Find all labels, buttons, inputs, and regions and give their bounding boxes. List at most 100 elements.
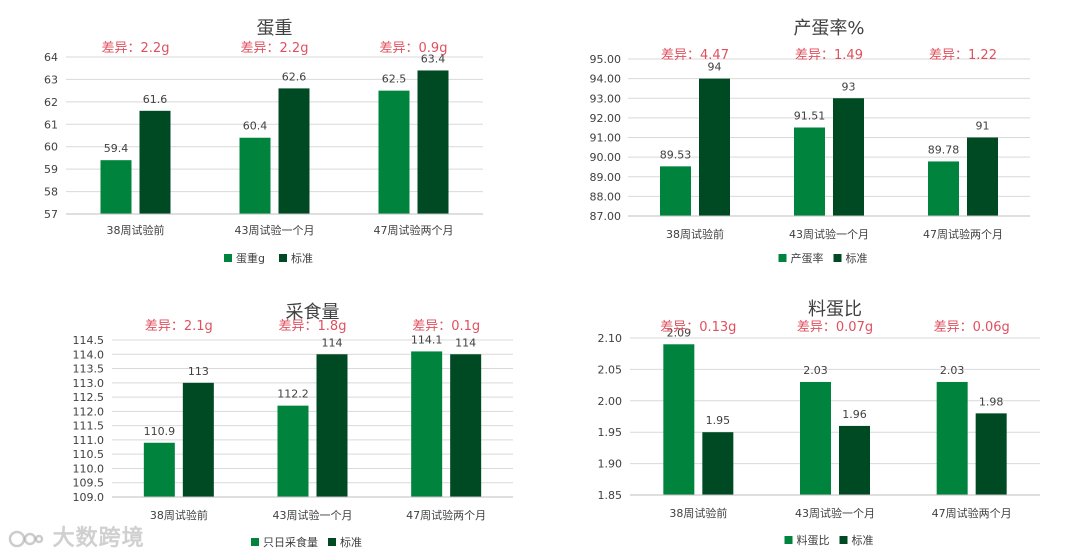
data-label: 62.5 bbox=[382, 73, 407, 86]
data-label: 1.96 bbox=[842, 408, 867, 421]
x-category-label: 38周试验前 bbox=[669, 506, 727, 520]
difference-annotation: 差异：2.1g bbox=[145, 319, 213, 334]
legend-label-series2: 标准 bbox=[340, 535, 362, 549]
y-tick-label: 112.0 bbox=[73, 405, 105, 418]
bar-series1 bbox=[936, 381, 968, 495]
y-tick-label: 1.85 bbox=[598, 489, 623, 502]
difference-annotation: 差异：1.49 bbox=[795, 48, 863, 63]
y-tick-label: 109.0 bbox=[73, 491, 105, 504]
data-label: 1.95 bbox=[706, 414, 731, 427]
y-tick-label: 2.00 bbox=[598, 395, 623, 408]
y-tick-label: 59 bbox=[44, 163, 58, 176]
bar-series2 bbox=[417, 70, 449, 214]
legend-label-series1: 料蛋比 bbox=[797, 533, 830, 547]
x-category-label: 47周试验两个月 bbox=[406, 508, 486, 522]
data-label: 93 bbox=[842, 80, 856, 93]
difference-annotation: 差异：0.06g bbox=[934, 320, 1010, 335]
legend-swatch-series1 bbox=[784, 536, 793, 544]
bar-series2 bbox=[702, 432, 734, 495]
y-tick-label: 95.00 bbox=[590, 53, 622, 66]
data-label: 91.51 bbox=[794, 109, 826, 122]
x-category-label: 38周试验前 bbox=[150, 508, 208, 522]
data-label: 114 bbox=[455, 336, 476, 349]
y-tick-label: 1.90 bbox=[598, 458, 623, 471]
bar-series1 bbox=[663, 344, 695, 495]
watermark: 大数跨境 bbox=[8, 520, 145, 552]
watermark-logo-icon bbox=[8, 530, 44, 548]
data-label: 94 bbox=[708, 61, 722, 74]
x-category-label: 38周试验前 bbox=[666, 227, 724, 241]
y-tick-label: 112.5 bbox=[73, 391, 105, 404]
bar-series2 bbox=[839, 425, 870, 495]
data-label: 114.1 bbox=[411, 333, 443, 346]
difference-annotation: 差异：1.8g bbox=[279, 319, 347, 334]
data-label: 113 bbox=[188, 365, 209, 378]
data-label: 89.53 bbox=[660, 148, 692, 161]
y-tick-label: 62 bbox=[44, 96, 58, 109]
data-label: 91 bbox=[976, 120, 990, 133]
legend-label-series2: 标准 bbox=[846, 251, 868, 265]
difference-annotation: 差异：2.2g bbox=[241, 41, 309, 56]
y-tick-label: 114.0 bbox=[73, 348, 105, 361]
watermark-text: 大数跨境 bbox=[52, 526, 145, 551]
bar-series1 bbox=[411, 351, 443, 497]
y-tick-label: 93.00 bbox=[590, 92, 622, 105]
legend-label-series1: 蛋重g bbox=[236, 251, 265, 265]
data-label: 110.9 bbox=[144, 425, 176, 438]
x-category-label: 43周试验一个月 bbox=[795, 506, 875, 520]
data-label: 114 bbox=[322, 336, 343, 349]
x-category-label: 38周试验前 bbox=[107, 223, 165, 237]
bar-series1 bbox=[100, 160, 132, 214]
y-tick-label: 90.00 bbox=[590, 151, 622, 164]
difference-annotation: 差异：0.13g bbox=[660, 320, 736, 335]
bar-series1 bbox=[378, 90, 410, 214]
chart-title: 产蛋率% bbox=[793, 18, 864, 39]
legend-label-series2: 标准 bbox=[291, 251, 313, 265]
y-tick-label: 113.5 bbox=[73, 363, 105, 376]
legend-swatch-series1 bbox=[251, 538, 259, 546]
y-tick-label: 94.00 bbox=[590, 73, 622, 86]
x-category-label: 43周试验一个月 bbox=[789, 227, 869, 241]
legend-label-series2: 标准 bbox=[852, 533, 874, 547]
bar-series1 bbox=[928, 161, 959, 216]
bar-series2 bbox=[182, 382, 214, 497]
data-label: 89.78 bbox=[928, 143, 960, 156]
y-tick-label: 87.00 bbox=[590, 210, 622, 223]
difference-annotation: 差异：2.2g bbox=[102, 41, 170, 56]
bar-series2 bbox=[316, 354, 348, 497]
y-tick-label: 2.05 bbox=[598, 363, 623, 376]
legend-swatch-series1 bbox=[778, 254, 787, 262]
y-tick-label: 109.5 bbox=[73, 477, 105, 490]
bar-series1 bbox=[800, 381, 831, 495]
data-label: 2.09 bbox=[667, 326, 692, 339]
bar-series1 bbox=[143, 442, 175, 497]
bar-series1 bbox=[277, 405, 309, 497]
y-tick-label: 58 bbox=[44, 186, 58, 199]
data-label: 62.6 bbox=[282, 70, 307, 83]
y-tick-label: 57 bbox=[44, 208, 58, 221]
bar-series2 bbox=[967, 137, 998, 216]
difference-annotation: 差异：0.9g bbox=[380, 41, 448, 56]
chart-title: 采食量 bbox=[286, 302, 340, 323]
bar-series2 bbox=[975, 413, 1007, 495]
y-tick-label: 113.0 bbox=[73, 377, 105, 390]
bar-series2 bbox=[139, 110, 171, 214]
data-label: 60.4 bbox=[243, 120, 268, 133]
y-tick-label: 63 bbox=[44, 73, 58, 86]
y-tick-label: 110.5 bbox=[73, 448, 105, 461]
difference-annotation: 差异：0.1g bbox=[412, 319, 480, 334]
data-label: 2.03 bbox=[803, 364, 828, 377]
data-label: 2.03 bbox=[940, 364, 965, 377]
chart-title: 蛋重 bbox=[257, 18, 293, 39]
data-label: 112.2 bbox=[277, 388, 309, 401]
y-tick-label: 60 bbox=[44, 141, 58, 154]
y-tick-label: 111.5 bbox=[73, 420, 105, 433]
bar-series1 bbox=[794, 127, 825, 216]
bar-series2 bbox=[699, 78, 730, 216]
y-tick-label: 114.5 bbox=[73, 334, 105, 347]
y-tick-label: 89.00 bbox=[590, 171, 622, 184]
bar-series2 bbox=[833, 98, 864, 216]
difference-annotation: 差异：4.47 bbox=[661, 48, 729, 63]
y-tick-label: 91.00 bbox=[590, 132, 622, 145]
